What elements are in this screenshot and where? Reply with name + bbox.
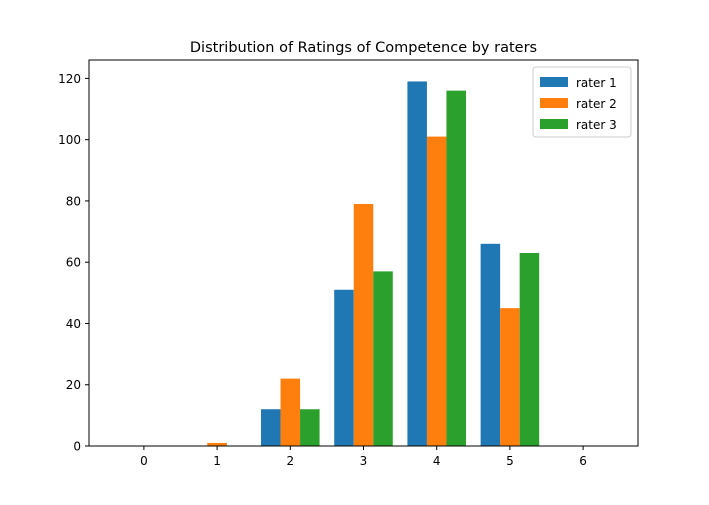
legend-label-1: rater 1 (576, 76, 617, 90)
x-tick-label: 0 (140, 454, 148, 468)
legend-label-3: rater 3 (576, 118, 617, 132)
legend-swatch-3 (540, 119, 568, 129)
y-axis: 0 20 40 60 80 100 120 (58, 72, 89, 454)
bar-series3-rating-5 (519, 253, 540, 446)
bar-series3-rating-4 (446, 90, 466, 446)
bar-series1-rating-2 (261, 409, 281, 446)
x-tick-label: 3 (360, 454, 368, 468)
x-tick-label: 1 (213, 454, 221, 468)
legend: rater 1 rater 2 rater 3 (532, 66, 632, 138)
y-tick-label: 80 (66, 194, 81, 208)
bar-series1-rating-5 (480, 243, 501, 446)
legend-swatch-1 (540, 77, 568, 87)
x-tick-label: 6 (579, 454, 587, 468)
bar-series1-rating-4 (407, 81, 427, 446)
bar-series3-rating-3 (373, 271, 393, 446)
y-tick-label: 120 (58, 72, 81, 86)
x-tick-label: 4 (433, 454, 441, 468)
bar-series1-rating-3 (334, 289, 354, 446)
bar-series2-rating-4 (426, 136, 447, 447)
x-tick-label: 2 (286, 454, 294, 468)
bar-series2-rating-1 (207, 442, 227, 446)
y-tick-label: 60 (66, 256, 81, 270)
bar-series3-rating-2 (300, 409, 320, 446)
chart-title: Distribution of Ratings of Competence by… (190, 40, 537, 56)
y-tick-label: 40 (66, 317, 81, 331)
x-axis: 0 1 2 3 4 5 6 (140, 446, 587, 468)
bar-series2-rating-5 (500, 308, 520, 446)
bar-series2-rating-2 (280, 378, 301, 446)
y-tick-label: 0 (73, 440, 81, 454)
y-tick-label: 20 (66, 378, 81, 392)
bars-layer (207, 81, 540, 447)
bar-series2-rating-3 (353, 203, 374, 446)
legend-swatch-2 (540, 98, 568, 108)
legend-label-2: rater 2 (576, 97, 617, 111)
x-tick-label: 5 (506, 454, 514, 468)
y-tick-label: 100 (58, 133, 81, 147)
